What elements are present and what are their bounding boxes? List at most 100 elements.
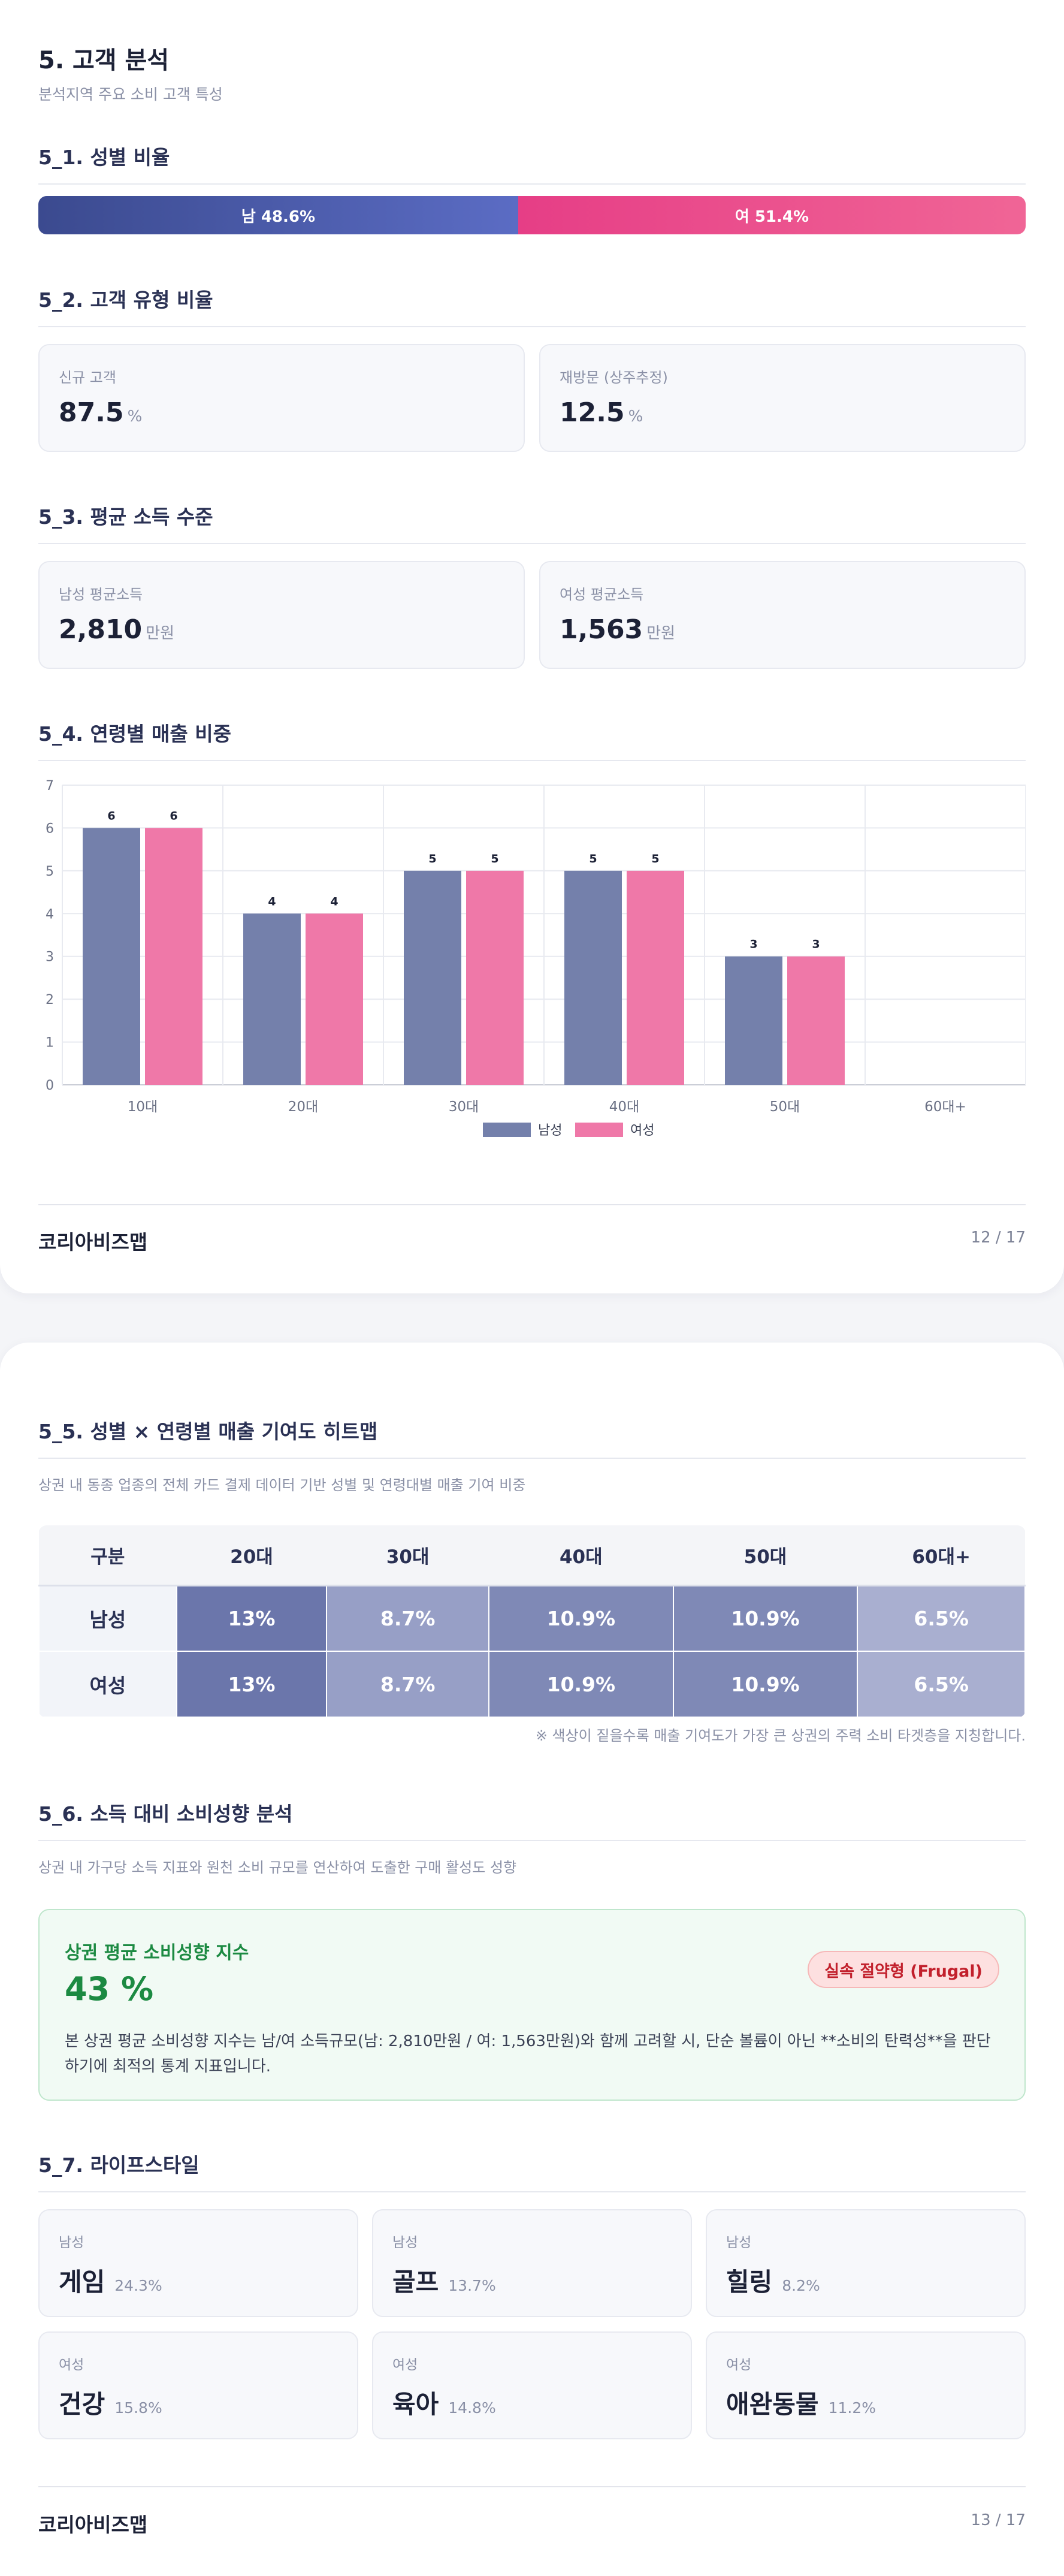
heatmap-cell: 13% — [176, 1651, 328, 1718]
x-tick-label: 10대 — [128, 1099, 158, 1115]
lifestyle-card-pets: 여성 애완동물 11.2% — [706, 2331, 1026, 2439]
lifestyle-name: 게임 — [59, 2267, 105, 2297]
lifestyle-percent: 15.8% — [114, 2399, 162, 2417]
lifestyle-card-parenting: 여성 육아 14.8% — [372, 2331, 692, 2439]
report-page-12: 5. 고객 분석 분석지역 주요 소비 고객 특성 5_1. 성별 비율 남 4… — [0, 0, 1064, 1293]
section-description-spending: 상권 내 가구당 소득 지표와 원천 소비 규모를 연산하여 도출한 구매 활성… — [38, 1859, 517, 1876]
spending-index-box: 상권 평균 소비성향 지수 43 % 실속 절약형 (Frugal) 본 상권 … — [38, 1909, 1026, 2101]
y-tick-label: 3 — [46, 950, 54, 965]
legend-swatch — [575, 1123, 623, 1137]
heatmap-cell: 6.5% — [857, 1585, 1026, 1652]
page-title: 5. 고객 분석 — [38, 47, 170, 74]
lifestyle-percent: 11.2% — [828, 2399, 876, 2417]
x-tick-label: 40대 — [609, 1099, 639, 1115]
bar-female — [627, 870, 684, 1085]
stat-value: 87.5% — [59, 397, 504, 428]
stat-card-female-income: 여성 평균소득 1,563 만원 — [539, 561, 1026, 669]
stat-unit: 만원 — [646, 625, 676, 643]
stat-number: 2,810 — [59, 614, 143, 645]
stat-number: 1,563 — [560, 614, 643, 645]
heatmap-cell: 13% — [176, 1585, 328, 1652]
y-tick-label: 2 — [46, 993, 54, 1008]
stat-label: 신규 고객 — [59, 369, 116, 386]
lifestyle-card-healing: 남성 힐링 8.2% — [706, 2209, 1026, 2317]
stat-value: 12.5% — [560, 397, 1005, 428]
bar-data-label: 4 — [268, 895, 276, 908]
spending-index-title: 상권 평균 소비성향 지수 — [65, 1942, 249, 1963]
footer-page-number: 12 / 17 — [971, 1229, 1026, 1247]
bar-female — [466, 870, 524, 1085]
lifestyle-percent: 8.2% — [782, 2277, 820, 2294]
bar-data-label: 5 — [589, 852, 597, 865]
lifestyle-card-health: 여성 건강 15.8% — [38, 2331, 358, 2439]
lifestyle-gender: 남성 — [726, 2235, 752, 2251]
bar-male — [243, 913, 301, 1085]
lifestyle-name: 육아 — [392, 2390, 439, 2419]
y-tick-label: 0 — [46, 1078, 54, 1093]
footer-brand: 코리아비즈맵 — [38, 1230, 148, 1254]
lifestyle-card-game: 남성 게임 24.3% — [38, 2209, 358, 2317]
gender-ratio-bar: 남 48.6% 여 51.4% — [38, 196, 1026, 234]
bar-data-label: 5 — [428, 852, 436, 865]
lifestyle-percent: 13.7% — [448, 2277, 496, 2294]
y-tick-label: 7 — [46, 779, 54, 794]
age-sales-chart: 0 1 2 3 4 5 6 7 6 6 10대 4 4 20대 5 5 30대 5 5 40대 3 3 50대 60대+ 남성 여… — [38, 773, 1026, 1157]
x-tick-label: 20대 — [288, 1099, 318, 1115]
footer-page-number: 13 / 17 — [971, 2511, 1026, 2529]
heatmap-row-label: 여성 — [38, 1651, 177, 1718]
footer-brand: 코리아비즈맵 — [38, 2513, 148, 2536]
y-tick-label: 5 — [46, 864, 54, 879]
lifestyle-gender: 여성 — [726, 2357, 752, 2373]
stat-unit: % — [628, 408, 643, 426]
stat-card-returning-customers: 재방문 (상주추정) 12.5% — [539, 344, 1026, 452]
stat-card-male-income: 남성 평균소득 2,810 만원 — [38, 561, 525, 669]
y-tick-label: 1 — [46, 1036, 54, 1051]
stat-number: 12.5 — [560, 397, 625, 428]
heatmap-row-female: 여성 13% 8.7% 10.9% 10.9% 6.5% — [38, 1651, 1026, 1718]
page-subtitle: 분석지역 주요 소비 고객 특성 — [38, 86, 223, 103]
bar-female — [787, 956, 845, 1085]
lifestyle-gender: 여성 — [392, 2357, 418, 2373]
legend-swatch — [483, 1123, 531, 1137]
lifestyle-card-golf: 남성 골프 13.7% — [372, 2209, 692, 2317]
spending-index-value: 43 % — [65, 1970, 154, 2008]
gender-bar-male: 남 48.6% — [38, 196, 518, 234]
heatmap-note: ※ 색상이 짙을수록 매출 기여도가 가장 큰 상권의 주력 소비 타겟층을 지… — [535, 1727, 1026, 1744]
heatmap-cell: 10.9% — [672, 1585, 859, 1652]
heatmap-cell: 8.7% — [326, 1585, 489, 1652]
legend-label: 여성 — [630, 1123, 654, 1138]
lifestyle-name: 건강 — [59, 2390, 105, 2419]
heatmap-cell: 6.5% — [857, 1651, 1026, 1718]
section-description-heatmap: 상권 내 동종 업종의 전체 카드 결제 데이터 기반 성별 및 연령대별 매출… — [38, 1477, 526, 1494]
bar-male — [83, 828, 140, 1085]
heatmap-header-cell: 30대 — [327, 1525, 489, 1586]
stat-unit: 만원 — [146, 625, 175, 643]
footer-divider — [38, 1204, 1026, 1205]
lifestyle-gender: 여성 — [59, 2357, 84, 2373]
section-heading-heatmap: 5_5. 성별 × 연령별 매출 기여도 히트맵 — [38, 1416, 1026, 1459]
lifestyle-gender: 남성 — [392, 2235, 418, 2251]
heatmap-header-cell: 60대+ — [857, 1525, 1025, 1586]
heatmap-cell: 10.9% — [488, 1585, 674, 1652]
heatmap-cell: 10.9% — [672, 1651, 859, 1718]
gender-bar-female: 여 51.4% — [518, 196, 1026, 234]
heatmap-row-male: 남성 13% 8.7% 10.9% 10.9% 6.5% — [38, 1585, 1026, 1652]
heatmap-header-cell: 50대 — [673, 1525, 858, 1586]
lifestyle-percent: 14.8% — [448, 2399, 496, 2417]
stat-label: 재방문 (상주추정) — [560, 369, 668, 386]
stat-unit: % — [127, 408, 143, 426]
heatmap-header-cell: 구분 — [39, 1525, 177, 1586]
bar-data-label: 3 — [749, 938, 757, 951]
lifestyle-name: 골프 — [392, 2267, 439, 2297]
stat-label: 여성 평균소득 — [560, 586, 644, 603]
report-page-13: 5_5. 성별 × 연령별 매출 기여도 히트맵 상권 내 동종 업종의 전체 … — [0, 1343, 1064, 2576]
lifestyle-percent: 24.3% — [114, 2277, 162, 2294]
x-tick-label: 30대 — [449, 1099, 479, 1115]
x-tick-label: 60대+ — [924, 1099, 966, 1115]
section-heading-spending-propensity: 5_6. 소득 대비 소비성향 분석 — [38, 1798, 1026, 1841]
bar-male — [564, 870, 622, 1085]
age-sales-chart-svg: 0 1 2 3 4 5 6 7 6 6 10대 4 4 20대 5 5 30대 5 5 40대 3 3 50대 60대+ 남성 여… — [46, 779, 1026, 1138]
bar-data-label: 5 — [491, 852, 498, 865]
heatmap-header-row: 구분 20대 30대 40대 50대 60대+ — [39, 1525, 1025, 1586]
section-heading-customer-type: 5_2. 고객 유형 비율 — [38, 284, 1026, 327]
